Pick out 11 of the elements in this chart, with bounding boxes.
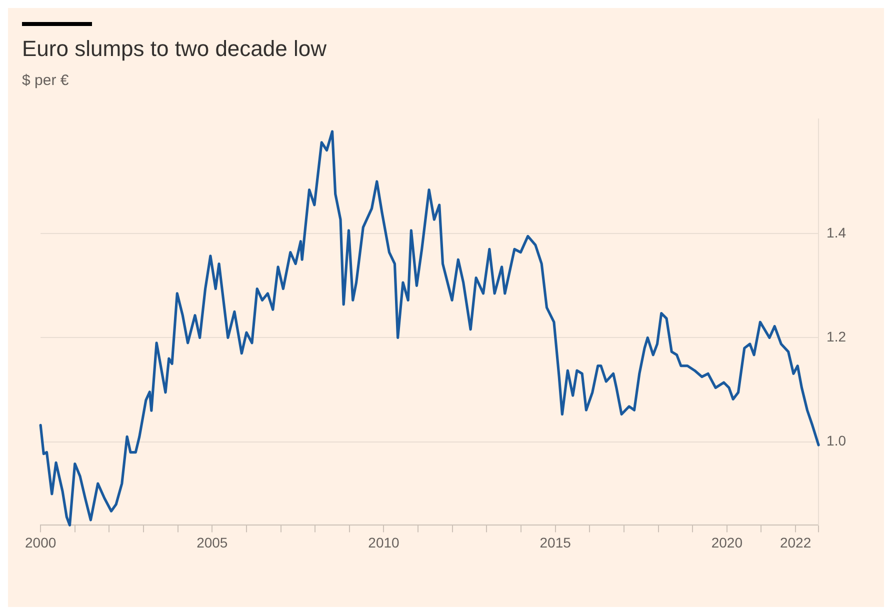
chart-title: Euro slumps to two decade low: [22, 36, 328, 62]
y-tick-label: 1.2: [826, 328, 846, 345]
x-tick-label: 2020: [711, 534, 743, 550]
x-tick-label: 2005: [196, 534, 228, 550]
x-tick-label: 2000: [24, 534, 56, 550]
y-tick-label: 1.4: [826, 224, 846, 240]
x-tick-label: 2010: [368, 534, 400, 550]
chart-subtitle: $ per €: [22, 72, 70, 89]
x-tick-label: 2022: [780, 534, 812, 550]
y-tick-label: 1.0: [826, 432, 846, 449]
x-tick-label: 2015: [540, 534, 572, 550]
